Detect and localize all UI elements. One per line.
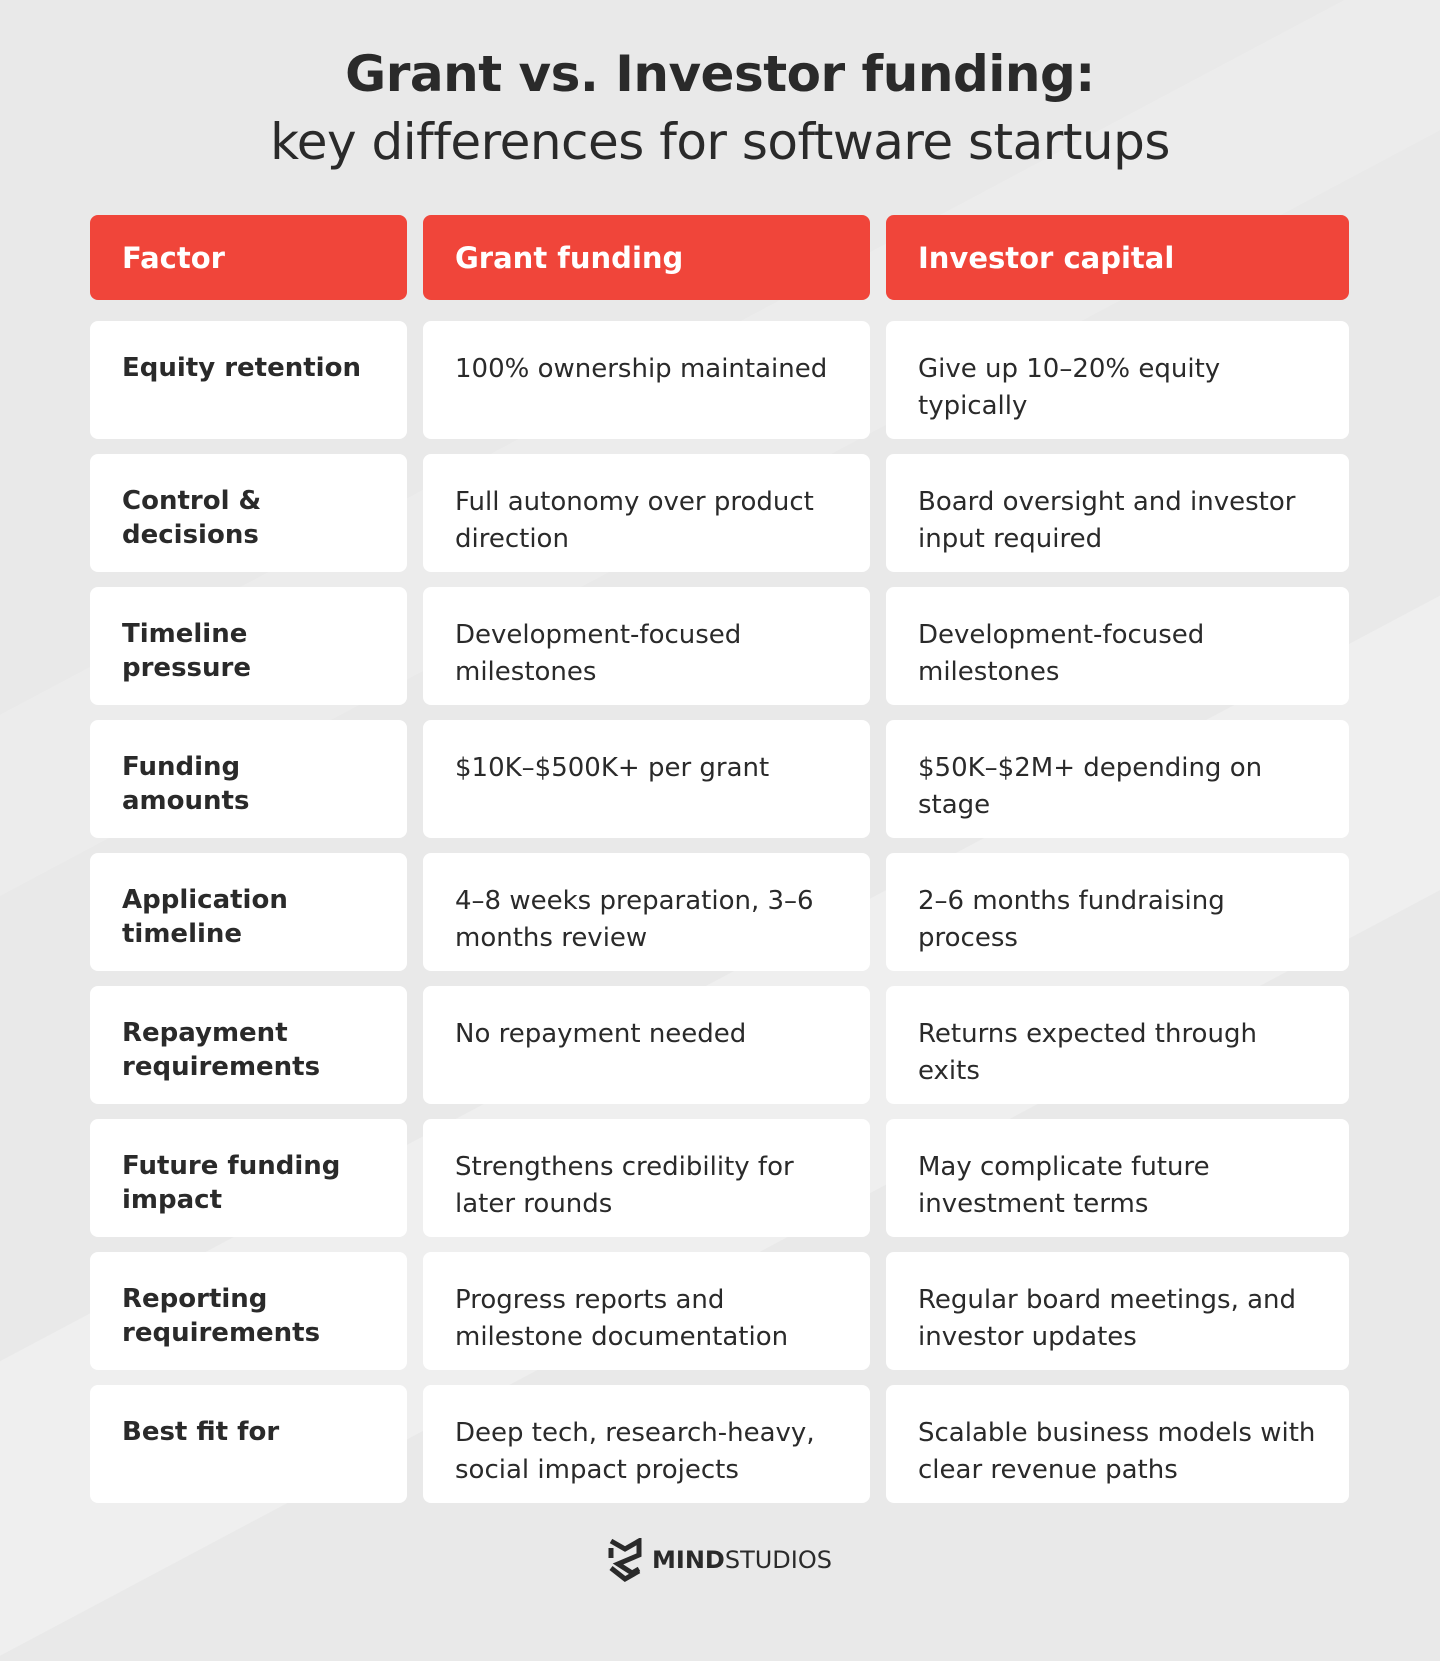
- cell-factor: Timeline pressure: [90, 587, 407, 705]
- cell-grant: No repayment needed: [423, 986, 870, 1104]
- cell-factor: Equity retention: [90, 321, 407, 439]
- cell-factor: Reporting requirements: [90, 1252, 407, 1370]
- cell-investor: Give up 10–20% equity typically: [886, 321, 1349, 439]
- cell-grant: $10K–$500K+ per grant: [423, 720, 870, 838]
- cell-factor: Best fit for: [90, 1385, 407, 1503]
- cell-grant: 100% ownership maintained: [423, 321, 870, 439]
- cell-factor: Future funding impact: [90, 1119, 407, 1237]
- cell-factor: Application timeline: [90, 853, 407, 971]
- cell-investor: May complicate future investment terms: [886, 1119, 1349, 1237]
- comparison-table: Factor Grant funding Investor capital Eq…: [90, 215, 1349, 1503]
- logo-bold: MIND: [652, 1546, 725, 1574]
- page-title: Grant vs. Investor funding: key differenc…: [0, 40, 1440, 176]
- cell-investor: Scalable business models with clear reve…: [886, 1385, 1349, 1503]
- title-line-2: key differences for software startups: [270, 113, 1170, 171]
- header-grant-funding: Grant funding: [423, 215, 870, 300]
- header-factor: Factor: [90, 215, 407, 300]
- cell-grant: Progress reports and milestone documenta…: [423, 1252, 870, 1370]
- cell-investor: Returns expected through exits: [886, 986, 1349, 1104]
- cell-grant: Deep tech, research-heavy, social impact…: [423, 1385, 870, 1503]
- logo-icon: [608, 1538, 642, 1582]
- cell-investor: Development-focused milestones: [886, 587, 1349, 705]
- title-line-1: Grant vs. Investor funding:: [345, 45, 1095, 103]
- cell-grant: Full autonomy over product direction: [423, 454, 870, 572]
- cell-factor: Funding amounts: [90, 720, 407, 838]
- mindstudios-logo: MINDSTUDIOS: [0, 1538, 1440, 1582]
- cell-grant: Development-focused milestones: [423, 587, 870, 705]
- cell-investor: $50K–$2M+ depending on stage: [886, 720, 1349, 838]
- logo-light: STUDIOS: [724, 1546, 832, 1574]
- cell-grant: Strengthens credibility for later rounds: [423, 1119, 870, 1237]
- cell-grant: 4–8 weeks preparation, 3–6 months review: [423, 853, 870, 971]
- cell-factor: Repayment requirements: [90, 986, 407, 1104]
- cell-investor: Board oversight and investor input requi…: [886, 454, 1349, 572]
- header-investor-capital: Investor capital: [886, 215, 1349, 300]
- cell-factor: Control & decisions: [90, 454, 407, 572]
- cell-investor: 2–6 months fundraising process: [886, 853, 1349, 971]
- cell-investor: Regular board meetings, and investor upd…: [886, 1252, 1349, 1370]
